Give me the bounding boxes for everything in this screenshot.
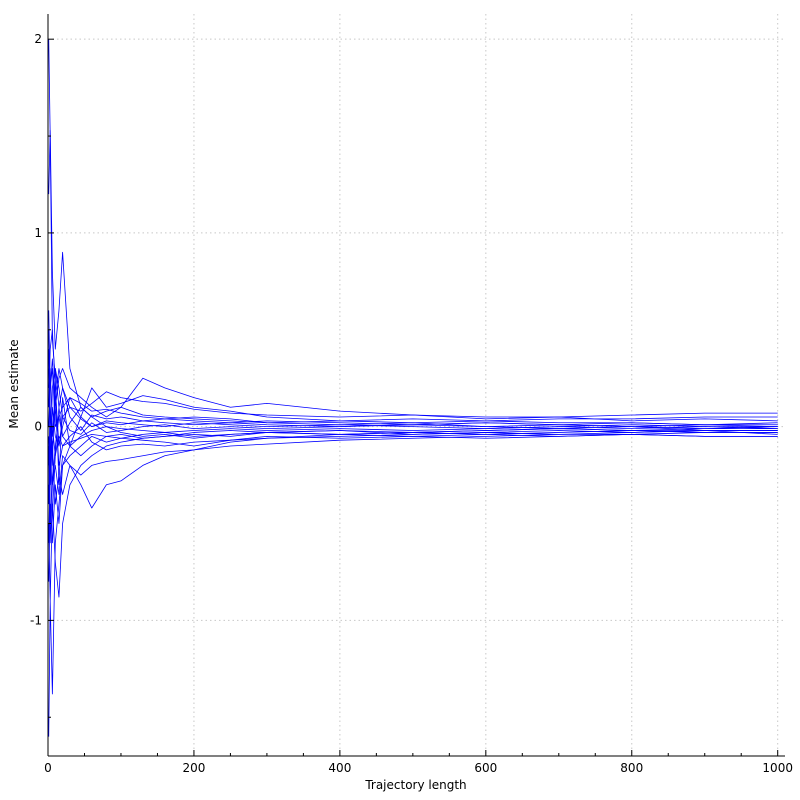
series-line-5 [48,428,778,524]
series-line-11 [48,432,778,544]
series-line-3 [48,430,778,602]
x-tick-label-2: 400 [328,761,351,775]
axes [47,14,785,757]
x-tick-label-4: 800 [620,761,643,775]
y-axis-title: Mean estimate [7,339,21,428]
x-tick-label-5: 1000 [762,761,793,775]
tick-labels: 0 200 400 600 800 1000 -1 0 1 2 [30,32,793,775]
series-lines [48,39,778,737]
y-tick-label-0: -1 [30,613,42,627]
series-line-10 [48,349,778,466]
series-line-13 [48,406,778,505]
y-tick-label-1: 0 [34,420,42,434]
series-line-16 [48,329,778,437]
grid-lines [48,14,785,756]
series-line-12 [48,368,778,457]
x-tick-label-1: 200 [182,761,205,775]
series-line-14 [48,368,778,428]
series-line-17 [48,432,778,543]
x-axis-title: Trajectory length [364,778,466,792]
series-line-2 [48,129,778,428]
x-tick-label-0: 0 [44,761,52,775]
y-tick-label-2: 1 [34,226,42,240]
y-tick-label-3: 2 [34,32,42,46]
series-line-7 [48,434,778,582]
series-line-1 [48,430,778,737]
series-line-4 [48,368,778,466]
series-line-8 [48,310,778,422]
x-tick-label-3: 600 [474,761,497,775]
